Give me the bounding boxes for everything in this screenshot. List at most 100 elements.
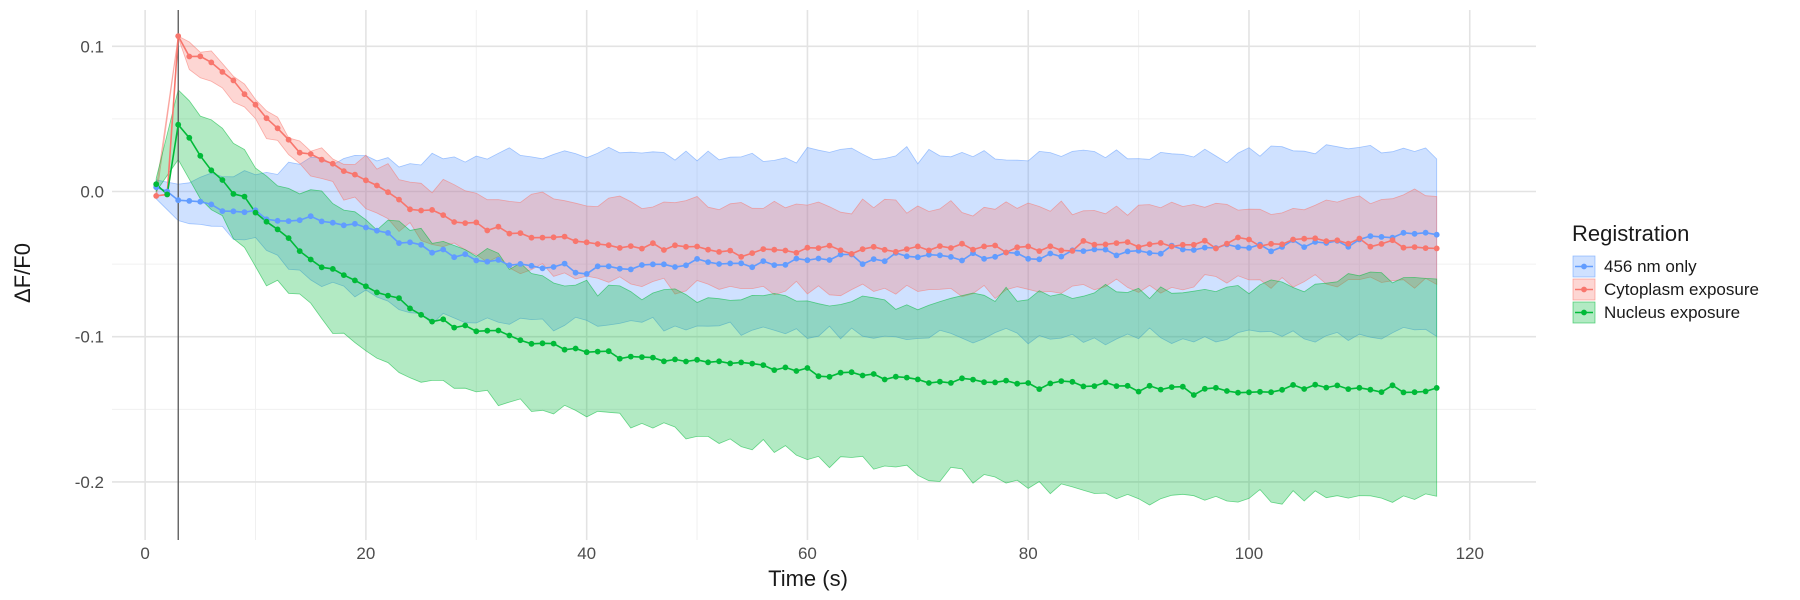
data-point [451, 219, 458, 225]
data-point [175, 121, 182, 128]
data-point [462, 251, 469, 258]
data-point [937, 378, 943, 385]
data-point [848, 251, 855, 257]
data-point [650, 354, 656, 361]
x-tick-label: 60 [798, 544, 817, 563]
legend-item: 456 nm only [1572, 255, 1697, 278]
data-point [694, 356, 700, 363]
data-point [826, 373, 833, 380]
data-point [517, 337, 524, 344]
data-point [1146, 250, 1153, 256]
data-point [605, 242, 612, 249]
data-point [1113, 240, 1120, 247]
data-point [881, 376, 888, 383]
data-point [1025, 243, 1032, 250]
data-point [1036, 256, 1043, 263]
x-tick-label: 20 [356, 544, 375, 563]
data-point [153, 193, 160, 199]
data-point [363, 224, 369, 231]
data-point [1080, 238, 1087, 244]
data-point [396, 240, 402, 247]
data-point [903, 374, 910, 381]
data-point [418, 207, 424, 214]
data-point [1036, 386, 1043, 392]
data-point [440, 246, 447, 253]
data-point [903, 246, 910, 253]
y-tick-label: 0.1 [80, 37, 104, 56]
data-point [318, 218, 325, 225]
data-point [1400, 244, 1407, 251]
data-point [517, 230, 524, 237]
data-point [1190, 241, 1197, 248]
data-point [627, 353, 634, 360]
data-point [550, 264, 557, 270]
data-point [1025, 380, 1032, 386]
data-point [1334, 382, 1341, 389]
data-point [241, 193, 248, 200]
data-point [506, 230, 513, 237]
data-point [219, 69, 226, 75]
data-point [859, 372, 866, 379]
data-point [826, 257, 833, 263]
data-point [385, 230, 391, 236]
data-point [197, 152, 204, 159]
data-point [926, 380, 932, 386]
data-point [837, 251, 844, 258]
data-point [1146, 241, 1153, 248]
data-point [1301, 244, 1308, 251]
data-point [429, 318, 435, 325]
data-point [1345, 240, 1352, 247]
data-point [307, 151, 314, 157]
data-point [1124, 248, 1131, 255]
data-point [1113, 252, 1120, 259]
data-point [451, 254, 458, 261]
data-point [738, 253, 745, 260]
data-point [1168, 243, 1175, 250]
data-point [782, 247, 789, 254]
data-point [1367, 386, 1374, 393]
data-point [914, 243, 921, 250]
data-point [848, 369, 855, 376]
data-point [164, 191, 171, 198]
data-point [1014, 380, 1021, 387]
data-point [1036, 248, 1043, 255]
data-point [506, 262, 513, 269]
data-point [948, 254, 954, 260]
data-point [484, 258, 491, 265]
data-point [572, 345, 579, 352]
x-axis-tick-labels: 0 20 40 60 80 100 120 [140, 544, 1484, 563]
data-point [572, 238, 579, 245]
data-point [749, 250, 756, 256]
data-point [1124, 382, 1131, 389]
data-point [870, 371, 877, 377]
data-point [352, 277, 358, 284]
data-point [903, 253, 910, 260]
data-point [1422, 245, 1429, 252]
data-point [815, 255, 822, 262]
data-point [153, 181, 160, 188]
data-point [639, 262, 645, 268]
data-point [594, 348, 601, 355]
data-point [1246, 389, 1252, 396]
data-point [870, 256, 877, 262]
data-point [396, 196, 402, 203]
data-point [1157, 386, 1164, 393]
data-point [363, 177, 369, 184]
data-point [1091, 241, 1098, 248]
data-point [1235, 244, 1241, 251]
data-point [1135, 388, 1142, 395]
data-point [407, 206, 413, 213]
data-point [639, 354, 645, 360]
data-point [296, 149, 303, 156]
data-point [1080, 248, 1087, 255]
data-point [1268, 248, 1274, 255]
legend-key-point [1581, 309, 1587, 316]
data-point [1290, 236, 1296, 243]
data-point [1367, 233, 1374, 240]
data-point [937, 252, 943, 259]
data-point [208, 167, 215, 174]
data-point [672, 356, 678, 363]
data-point [837, 247, 844, 254]
data-point [1102, 246, 1109, 253]
